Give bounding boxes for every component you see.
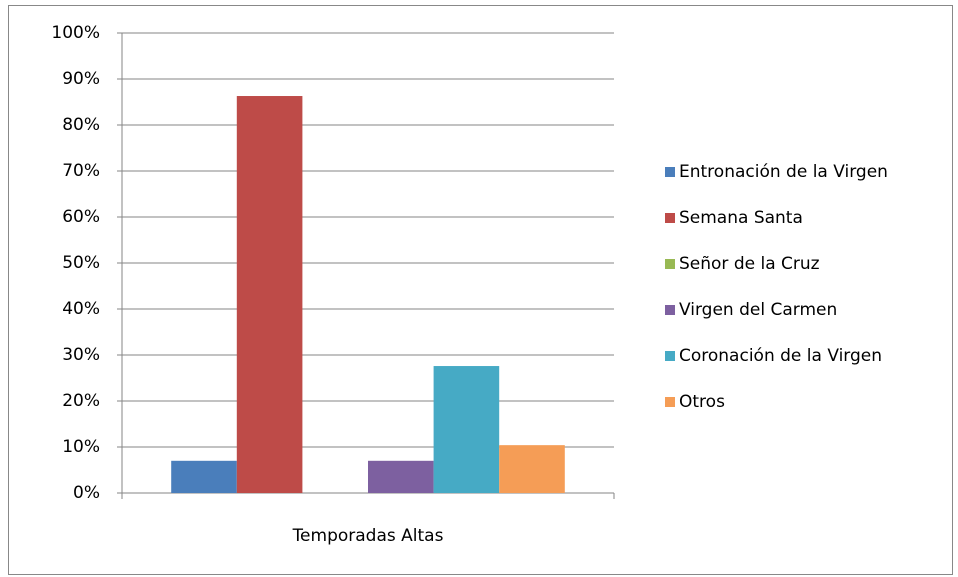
- y-tick-label: 40%: [62, 299, 100, 319]
- y-tick-label: 90%: [62, 69, 100, 89]
- y-tick-label: 50%: [62, 253, 100, 273]
- legend-label: Señor de la Cruz: [679, 254, 820, 274]
- y-tick-label: 10%: [62, 437, 100, 457]
- legend-label: Otros: [679, 392, 725, 412]
- y-tick-label: 60%: [62, 207, 100, 227]
- legend-swatch: [665, 213, 675, 223]
- y-tick-label: 100%: [51, 23, 100, 43]
- bar: [433, 366, 500, 493]
- bar: [499, 445, 565, 493]
- legend-label: Entronación de la Virgen: [679, 162, 888, 182]
- legend-swatch: [665, 397, 675, 407]
- y-tick-label: 30%: [62, 345, 100, 365]
- legend-label: Semana Santa: [679, 208, 803, 228]
- legend-swatch: [665, 351, 675, 361]
- bar: [171, 460, 237, 493]
- x-tick-label: Temporadas Altas: [292, 526, 444, 546]
- bar: [236, 96, 303, 494]
- y-tick-label: 20%: [62, 391, 100, 411]
- y-tick-label: 70%: [62, 161, 100, 181]
- y-tick-label: 80%: [62, 115, 100, 135]
- legend-label: Virgen del Carmen: [679, 300, 837, 320]
- legend-swatch: [665, 167, 675, 177]
- bar: [368, 460, 434, 493]
- legend-swatch: [665, 305, 675, 315]
- y-tick-label: 0%: [73, 483, 100, 503]
- legend-label: Coronación de la Virgen: [679, 346, 882, 366]
- legend-swatch: [665, 259, 675, 269]
